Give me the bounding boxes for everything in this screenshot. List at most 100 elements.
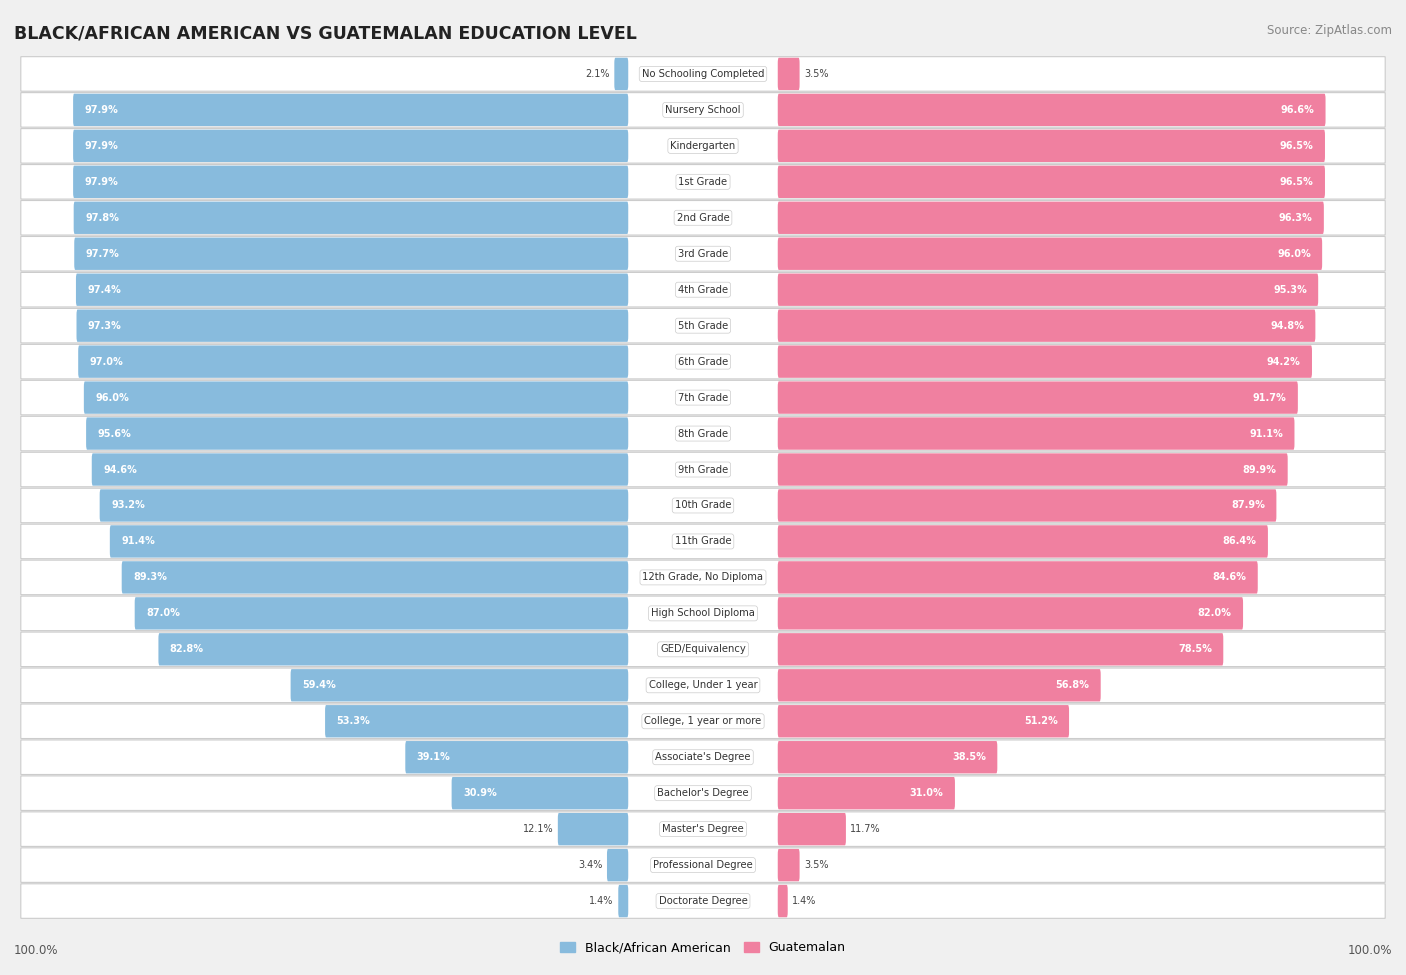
FancyBboxPatch shape (778, 669, 1101, 701)
Text: 95.3%: 95.3% (1272, 285, 1306, 294)
FancyBboxPatch shape (558, 813, 628, 845)
FancyBboxPatch shape (21, 525, 1385, 559)
FancyBboxPatch shape (91, 453, 628, 486)
Text: 97.9%: 97.9% (84, 140, 118, 151)
FancyBboxPatch shape (21, 848, 1385, 882)
FancyBboxPatch shape (21, 380, 1385, 414)
Text: 3.5%: 3.5% (804, 860, 828, 870)
FancyBboxPatch shape (21, 237, 1385, 271)
FancyBboxPatch shape (778, 633, 1223, 666)
Text: 82.0%: 82.0% (1198, 608, 1232, 618)
Legend: Black/African American, Guatemalan: Black/African American, Guatemalan (555, 936, 851, 959)
Text: GED/Equivalency: GED/Equivalency (661, 644, 745, 654)
FancyBboxPatch shape (76, 274, 628, 306)
FancyBboxPatch shape (135, 597, 628, 630)
FancyBboxPatch shape (778, 705, 1069, 737)
FancyBboxPatch shape (778, 58, 800, 90)
Text: College, 1 year or more: College, 1 year or more (644, 717, 762, 726)
Text: 51.2%: 51.2% (1024, 717, 1057, 726)
FancyBboxPatch shape (21, 344, 1385, 379)
FancyBboxPatch shape (76, 309, 628, 342)
FancyBboxPatch shape (73, 166, 628, 198)
Text: 2nd Grade: 2nd Grade (676, 213, 730, 222)
Text: 89.9%: 89.9% (1243, 464, 1277, 475)
FancyBboxPatch shape (21, 883, 1385, 918)
Text: 2.1%: 2.1% (585, 69, 610, 79)
FancyBboxPatch shape (778, 849, 800, 881)
FancyBboxPatch shape (21, 632, 1385, 667)
FancyBboxPatch shape (614, 58, 628, 90)
Text: 12.1%: 12.1% (523, 824, 554, 835)
Text: 59.4%: 59.4% (302, 681, 336, 690)
Text: 9th Grade: 9th Grade (678, 464, 728, 475)
FancyBboxPatch shape (159, 633, 628, 666)
FancyBboxPatch shape (778, 417, 1295, 449)
Text: 7th Grade: 7th Grade (678, 393, 728, 403)
Text: College, Under 1 year: College, Under 1 year (648, 681, 758, 690)
Text: 11.7%: 11.7% (851, 824, 882, 835)
Text: 31.0%: 31.0% (910, 788, 943, 799)
Text: 10th Grade: 10th Grade (675, 500, 731, 511)
FancyBboxPatch shape (619, 885, 628, 917)
FancyBboxPatch shape (73, 130, 628, 162)
FancyBboxPatch shape (778, 130, 1324, 162)
FancyBboxPatch shape (21, 129, 1385, 163)
Text: 97.9%: 97.9% (84, 105, 118, 115)
FancyBboxPatch shape (778, 309, 1316, 342)
Text: Doctorate Degree: Doctorate Degree (658, 896, 748, 906)
FancyBboxPatch shape (73, 202, 628, 234)
Text: 91.7%: 91.7% (1253, 393, 1286, 403)
Text: 96.5%: 96.5% (1279, 176, 1313, 187)
Text: Master's Degree: Master's Degree (662, 824, 744, 835)
FancyBboxPatch shape (778, 813, 846, 845)
FancyBboxPatch shape (778, 238, 1322, 270)
FancyBboxPatch shape (21, 416, 1385, 450)
FancyBboxPatch shape (86, 417, 628, 449)
FancyBboxPatch shape (21, 308, 1385, 343)
Text: 86.4%: 86.4% (1223, 536, 1257, 546)
Text: 1st Grade: 1st Grade (679, 176, 727, 187)
FancyBboxPatch shape (778, 381, 1298, 413)
FancyBboxPatch shape (21, 776, 1385, 810)
FancyBboxPatch shape (79, 345, 628, 377)
Text: 5th Grade: 5th Grade (678, 321, 728, 331)
Text: 78.5%: 78.5% (1178, 644, 1212, 654)
Text: Source: ZipAtlas.com: Source: ZipAtlas.com (1267, 24, 1392, 37)
FancyBboxPatch shape (73, 94, 628, 126)
FancyBboxPatch shape (21, 165, 1385, 199)
FancyBboxPatch shape (778, 885, 787, 917)
FancyBboxPatch shape (778, 597, 1243, 630)
FancyBboxPatch shape (21, 561, 1385, 595)
Text: 1.4%: 1.4% (589, 896, 614, 906)
FancyBboxPatch shape (122, 562, 628, 594)
FancyBboxPatch shape (325, 705, 628, 737)
Text: 11th Grade: 11th Grade (675, 536, 731, 546)
FancyBboxPatch shape (778, 345, 1312, 377)
FancyBboxPatch shape (21, 740, 1385, 774)
Text: 93.2%: 93.2% (111, 500, 145, 511)
FancyBboxPatch shape (778, 94, 1326, 126)
FancyBboxPatch shape (778, 166, 1324, 198)
FancyBboxPatch shape (778, 489, 1277, 522)
Text: 38.5%: 38.5% (952, 753, 986, 762)
FancyBboxPatch shape (778, 274, 1319, 306)
Text: 97.3%: 97.3% (87, 321, 122, 331)
Text: 96.6%: 96.6% (1281, 105, 1315, 115)
Text: 3.4%: 3.4% (578, 860, 603, 870)
FancyBboxPatch shape (21, 57, 1385, 92)
Text: 12th Grade, No Diploma: 12th Grade, No Diploma (643, 572, 763, 582)
Text: Associate's Degree: Associate's Degree (655, 753, 751, 762)
Text: 97.9%: 97.9% (84, 176, 118, 187)
Text: 3rd Grade: 3rd Grade (678, 249, 728, 258)
FancyBboxPatch shape (84, 381, 628, 413)
FancyBboxPatch shape (21, 596, 1385, 631)
FancyBboxPatch shape (75, 238, 628, 270)
FancyBboxPatch shape (778, 526, 1268, 558)
Text: Nursery School: Nursery School (665, 105, 741, 115)
Text: 30.9%: 30.9% (463, 788, 496, 799)
FancyBboxPatch shape (778, 562, 1258, 594)
Text: BLACK/AFRICAN AMERICAN VS GUATEMALAN EDUCATION LEVEL: BLACK/AFRICAN AMERICAN VS GUATEMALAN EDU… (14, 24, 637, 42)
FancyBboxPatch shape (778, 453, 1288, 486)
Text: 1.4%: 1.4% (792, 896, 817, 906)
Text: 89.3%: 89.3% (134, 572, 167, 582)
